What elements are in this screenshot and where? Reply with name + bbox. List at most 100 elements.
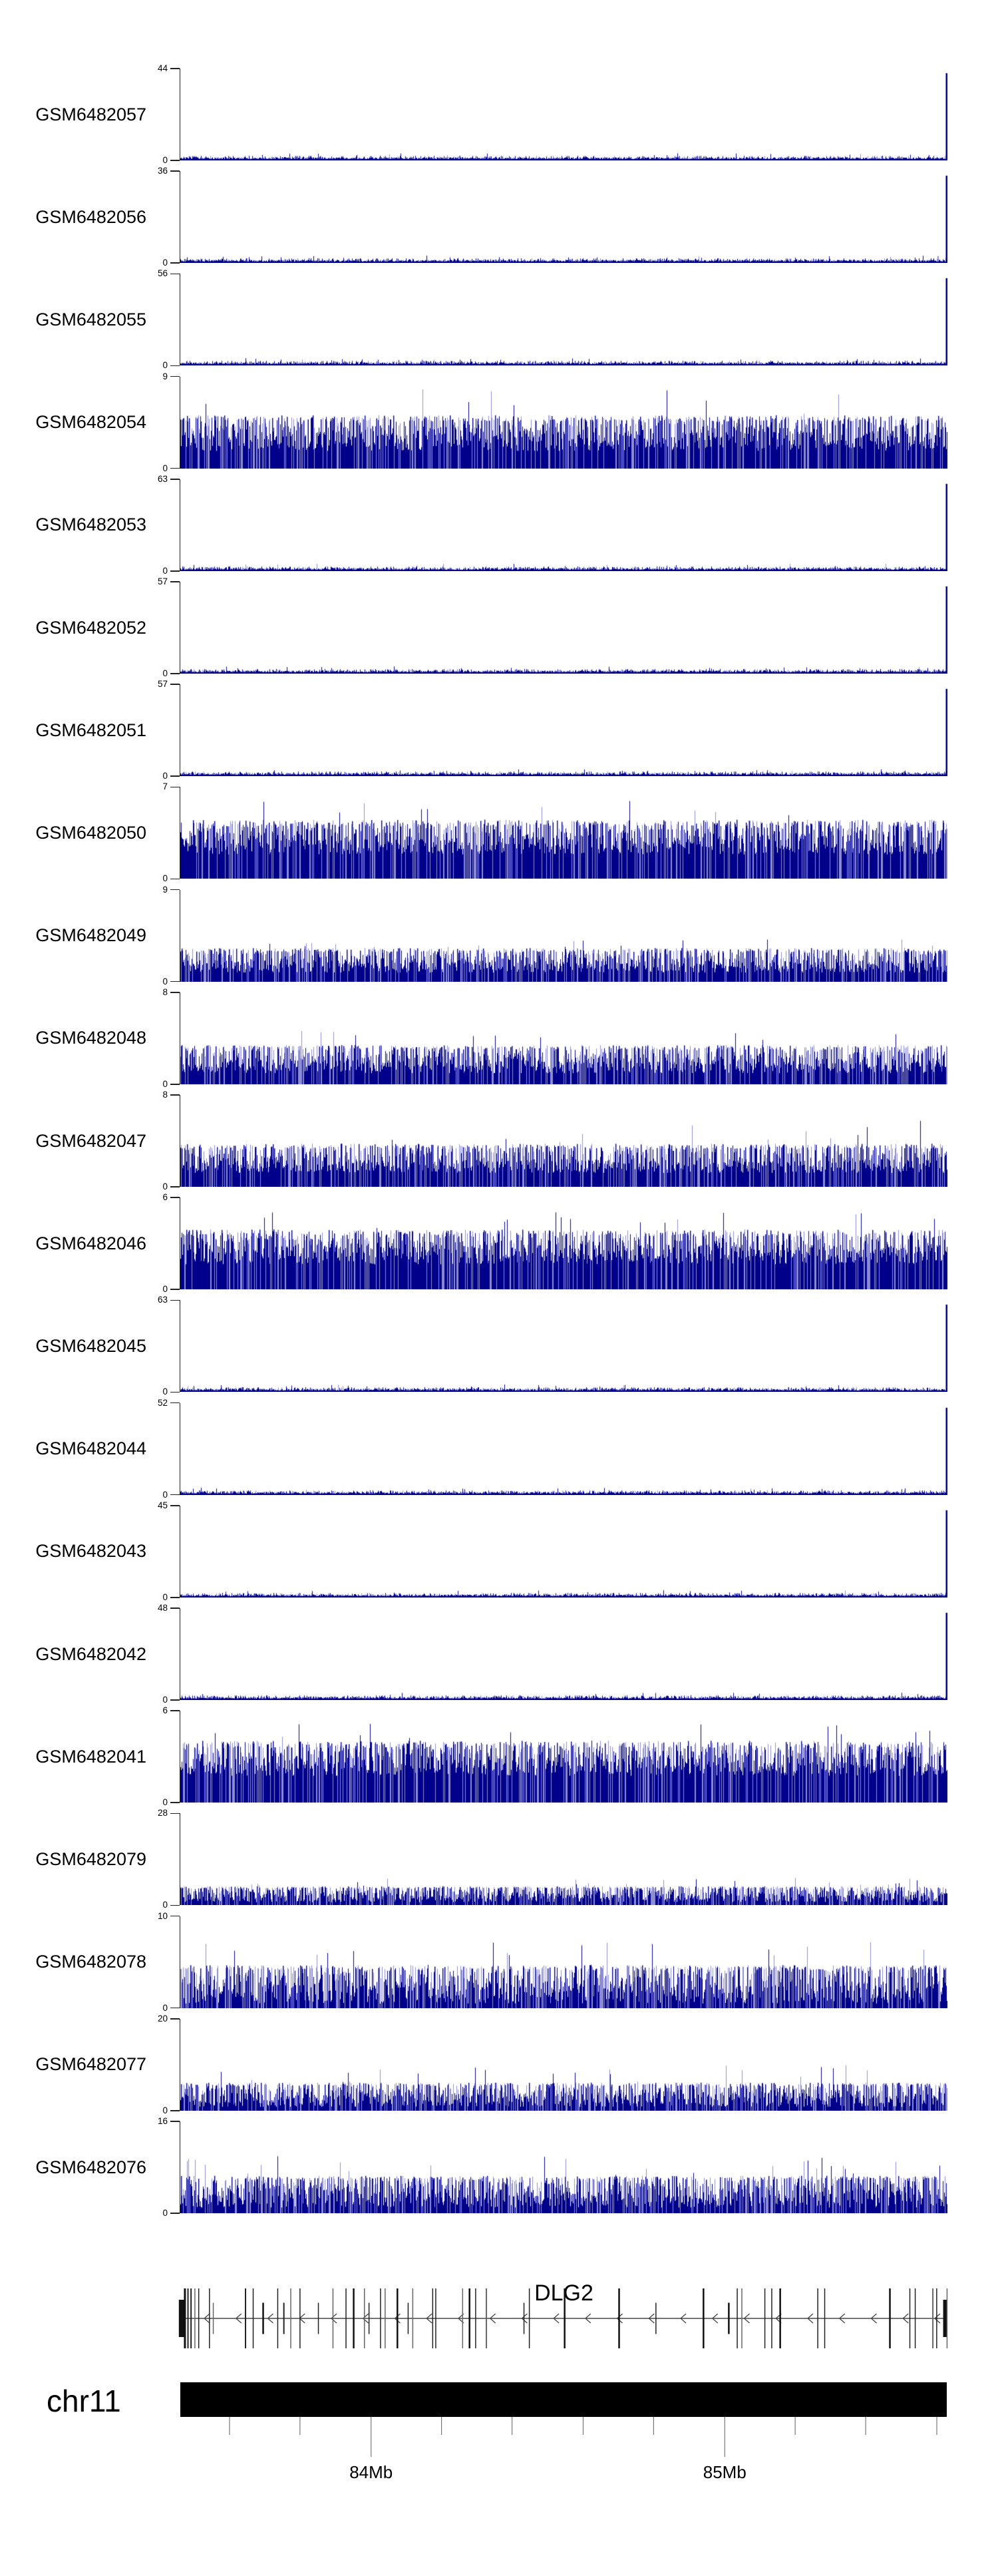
sample-label: GSM6482043 — [35, 1541, 146, 1562]
coverage-signal — [180, 479, 947, 571]
exon-mark — [817, 2288, 818, 2348]
track-row-GSM6482048: GSM6482048 8 0 — [0, 987, 998, 1089]
exon-mark — [407, 2302, 409, 2334]
exon-mark — [252, 2288, 254, 2348]
axis-tick-zero — [170, 1289, 180, 1290]
axis-max-label: 56 — [157, 268, 168, 279]
coverage-signal — [180, 1300, 947, 1393]
y-axis-line — [179, 992, 180, 1084]
tick-label: 85Mb — [703, 2462, 747, 2482]
axis-max-label: 57 — [157, 679, 168, 690]
axis-zero-label: 0 — [162, 1900, 168, 1910]
exon-mark — [277, 2288, 279, 2348]
exon-mark — [380, 2288, 381, 2348]
axis-zero-label: 0 — [162, 2002, 168, 2013]
axis-tick-zero — [170, 1699, 180, 1701]
track-row-GSM6482076: GSM6482076 16 0 — [0, 2116, 998, 2218]
coverage-signal — [180, 1095, 947, 1187]
strand-direction-arrow — [426, 2313, 432, 2324]
y-axis-line — [179, 1197, 180, 1290]
strand-direction-arrow — [267, 2313, 273, 2324]
y-axis-line — [179, 1608, 180, 1700]
coverage-signal — [180, 1608, 947, 1700]
axis-tick-zero — [170, 1084, 180, 1085]
exon-mark — [317, 2302, 319, 2334]
exon-mark — [728, 2302, 730, 2334]
y-axis-line — [179, 889, 180, 982]
exon-mark — [914, 2288, 916, 2348]
y-axis-line — [179, 1300, 180, 1393]
track-row-GSM6482055: GSM6482055 56 0 — [0, 268, 998, 370]
exon-mark — [655, 2302, 657, 2334]
strand-direction-arrow — [711, 2313, 719, 2324]
exon-mark — [486, 2288, 488, 2348]
axis-tick-top — [170, 1094, 180, 1096]
axis-tick-zero — [170, 365, 180, 367]
coverage-signal — [180, 1505, 947, 1598]
exon-mark — [909, 2288, 911, 2348]
exon-mark — [771, 2288, 772, 2348]
axis-tick-top — [170, 992, 180, 993]
track-row-GSM6482044: GSM6482044 52 0 — [0, 1398, 998, 1500]
axis-tick-top — [170, 375, 180, 377]
axis-tick-top — [170, 170, 180, 172]
exon-mark — [435, 2288, 436, 2348]
sample-label: GSM6482079 — [35, 1848, 146, 1869]
exon-mark — [368, 2302, 370, 2334]
axis-max-label: 10 — [157, 1910, 168, 1921]
y-axis-line — [179, 69, 180, 160]
axis-tick-top — [170, 1813, 180, 1815]
sample-label: GSM6482046 — [35, 1233, 146, 1253]
coverage-signal — [180, 69, 947, 160]
axis-zero-label: 0 — [162, 463, 168, 473]
axis-tick-zero — [170, 1494, 180, 1496]
strand-direction-arrow — [680, 2313, 687, 2324]
strand-direction-arrow — [584, 2313, 591, 2324]
axis-tick-top — [170, 1608, 180, 1609]
axis-tick-zero — [170, 2007, 180, 2009]
axis-max-label: 6 — [162, 1705, 168, 1716]
exon-mark — [299, 2288, 301, 2348]
axis-tick-top — [170, 581, 180, 582]
exon-mark — [332, 2288, 334, 2348]
axis-tick-zero — [170, 1597, 180, 1598]
strand-direction-arrow — [457, 2313, 464, 2324]
sample-label: GSM6482042 — [35, 1643, 146, 1664]
strand-direction-arrow — [489, 2313, 496, 2324]
coverage-signal — [180, 376, 947, 469]
coverage-signal — [180, 171, 947, 264]
sample-label: GSM6482053 — [35, 515, 146, 535]
axis-zero-label: 0 — [162, 771, 168, 781]
exon-mark — [262, 2302, 264, 2334]
exon-mark — [290, 2288, 291, 2348]
strand-direction-arrow — [394, 2313, 401, 2324]
axis-tick-zero — [170, 980, 180, 982]
coverage-signal — [180, 1402, 947, 1495]
strand-direction-arrow — [807, 2313, 814, 2324]
track-row-GSM6482046: GSM6482046 6 0 — [0, 1192, 998, 1294]
axis-tick-top — [170, 273, 180, 275]
genomic-position-ruler: 84Mb 85Mb — [229, 2417, 937, 2482]
track-row-GSM6482053: GSM6482053 63 0 — [0, 474, 998, 576]
exon-mark — [412, 2288, 414, 2348]
strand-direction-arrow — [235, 2313, 242, 2324]
coverage-signal — [180, 889, 947, 982]
strand-direction-arrow — [870, 2313, 877, 2324]
axis-zero-label: 0 — [162, 1078, 168, 1089]
axis-zero-label: 0 — [162, 873, 168, 884]
exon-mark — [936, 2288, 937, 2348]
axis-tick-zero — [170, 1186, 180, 1187]
axis-tick-top — [170, 479, 180, 480]
axis-max-label: 16 — [157, 2116, 168, 2126]
exon-mark — [703, 2288, 705, 2348]
sample-label: GSM6482055 — [35, 309, 146, 329]
axis-max-label: 57 — [157, 576, 168, 586]
axis-tick-zero — [170, 1802, 180, 1803]
sample-label: GSM6482048 — [35, 1028, 146, 1048]
sample-label: GSM6482044 — [35, 1438, 146, 1459]
sample-label: GSM6482078 — [35, 1952, 146, 1972]
exon-mark — [283, 2302, 285, 2334]
axis-max-label: 63 — [157, 1295, 168, 1305]
exon-mark — [475, 2288, 476, 2348]
strand-direction-arrow — [362, 2313, 369, 2324]
